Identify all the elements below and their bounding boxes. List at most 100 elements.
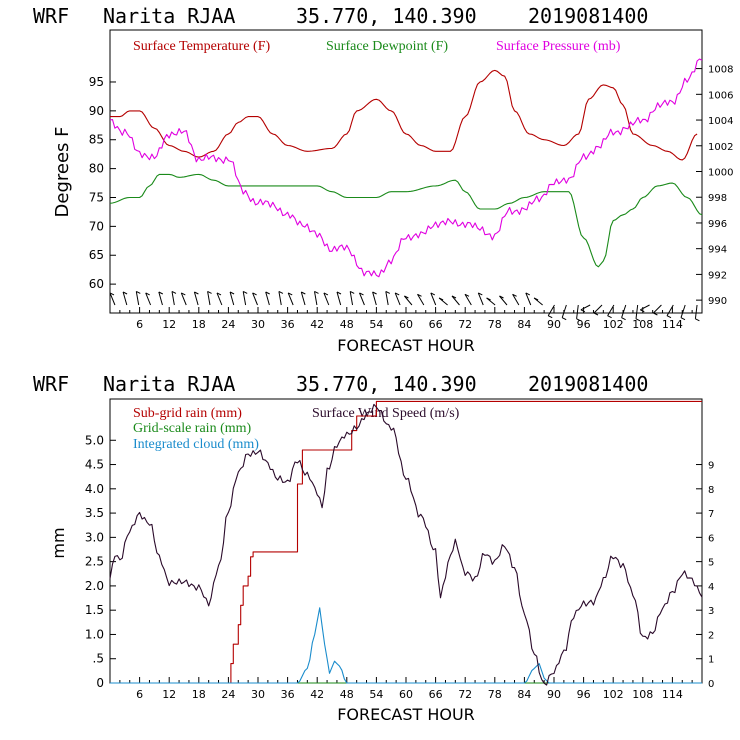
x-tick-label: 48 xyxy=(340,318,354,331)
panel1-model: WRF xyxy=(33,4,69,28)
wind-barb-flag xyxy=(580,309,586,313)
x-tick-label: 36 xyxy=(281,318,295,331)
x-tick-label: 108 xyxy=(632,318,653,331)
panel2-series xyxy=(109,400,703,686)
right-tick-label: 9 xyxy=(708,461,714,472)
panel2-left-ticks: 0 .5 1.0 1.5 2.0 2.5 3.0 3.5 4.0 4.5 5.0 xyxy=(85,433,116,690)
x-tick-label: 36 xyxy=(281,688,295,701)
panel1-x-label: FORECAST HOUR xyxy=(337,336,475,355)
panel-precipitation: WRF Narita RJAA 35.770, 140.390 20190814… xyxy=(33,372,714,724)
right-tick-label: 5 xyxy=(708,558,714,569)
panel1-init: 2019081400 xyxy=(528,4,648,28)
left-tick-label: 2.5 xyxy=(85,555,104,569)
legend-temperature: Surface Temperature (F) xyxy=(133,39,270,54)
wind-barb-flag xyxy=(547,315,553,319)
right-tick-label: 0 xyxy=(708,679,714,690)
wind-barb xyxy=(561,304,567,318)
wind-barb xyxy=(694,304,698,319)
wind-barb-flag xyxy=(512,293,517,297)
x-tick-label: 96 xyxy=(577,688,591,701)
x-tick-label: 108 xyxy=(632,688,653,701)
wind-barb xyxy=(193,291,199,306)
wind-barb xyxy=(265,291,270,306)
wind-barb-flag xyxy=(593,312,599,316)
left-tick-label: 5.0 xyxy=(85,433,104,447)
wind-barb xyxy=(109,292,116,306)
panel1-x-ticks: 6 12 18 24 30 36 42 48 54 60 66 72 78 84 90 96 102 108 114 xyxy=(119,307,693,331)
x-tick-label: 30 xyxy=(251,318,265,331)
wind-barb-flag xyxy=(499,295,504,299)
legend-gridscale-rain: Grid-scale rain (mm) xyxy=(133,421,252,436)
x-tick-label: 30 xyxy=(251,688,265,701)
wind-barb xyxy=(394,292,401,306)
panel2-init: 2019081400 xyxy=(528,372,648,396)
wind-barb-flag xyxy=(621,317,626,321)
x-tick-label: 24 xyxy=(221,688,235,701)
right-tick-label: 992 xyxy=(708,270,727,281)
wind-barb xyxy=(680,304,686,318)
wind-barb-flag xyxy=(252,292,257,296)
x-tick-label: 84 xyxy=(517,688,531,701)
panel2-coords: 35.770, 140.390 xyxy=(296,372,477,396)
left-tick-label: 1.0 xyxy=(85,627,104,641)
wind-barb-flag xyxy=(171,290,177,294)
wind-barb xyxy=(158,291,163,306)
integrated-cloud-line xyxy=(110,607,702,684)
right-tick-label: 1004 xyxy=(708,116,733,127)
wind-barb-flag xyxy=(216,292,222,296)
wind-barb-flag xyxy=(145,292,150,296)
wind-barb-flag xyxy=(640,309,645,313)
right-tick-label: 1008 xyxy=(708,65,733,76)
wind-barb xyxy=(229,291,235,306)
legend-pressure: Surface Pressure (mb) xyxy=(496,39,621,54)
wind-barb-flag xyxy=(464,293,470,297)
x-tick-label: 12 xyxy=(162,318,176,331)
wind-barb-flag xyxy=(265,291,270,295)
wind-barb xyxy=(287,292,294,306)
wind-barb xyxy=(314,291,318,306)
x-tick-label: 42 xyxy=(310,688,324,701)
left-tick-label: 90 xyxy=(89,104,104,118)
left-tick-label: 3.0 xyxy=(85,530,104,544)
left-tick-label: 85 xyxy=(89,133,104,147)
wind-barb-flag xyxy=(607,315,612,319)
x-tick-label: 84 xyxy=(517,318,531,331)
x-tick-label: 96 xyxy=(577,318,591,331)
wind-barb-flag xyxy=(229,291,235,295)
panel1-plot-frame xyxy=(109,29,703,314)
left-tick-label: .5 xyxy=(93,652,104,666)
panel1-left-ticks: 60 65 70 75 80 85 90 95 xyxy=(89,75,116,291)
x-tick-label: 60 xyxy=(399,688,413,701)
right-tick-label: 6 xyxy=(708,533,714,544)
wind-barb xyxy=(207,291,211,306)
wind-barb xyxy=(180,292,187,306)
wind-barb-flag xyxy=(653,312,658,316)
wind-barb xyxy=(122,291,128,306)
wind-barb-flag xyxy=(486,297,491,301)
right-tick-label: 7 xyxy=(708,509,714,520)
wind-barb-flag xyxy=(404,295,409,299)
wind-barb xyxy=(323,292,330,306)
wind-barb xyxy=(359,292,365,306)
wind-barb-flag xyxy=(385,290,391,294)
dewpoint-line xyxy=(109,173,703,268)
right-tick-label: 4 xyxy=(708,582,714,593)
left-tick-label: 60 xyxy=(89,277,104,291)
wind-barb xyxy=(171,291,175,306)
wind-barb-flag xyxy=(181,292,186,296)
wind-barb xyxy=(135,291,140,306)
right-tick-label: 3 xyxy=(708,606,714,617)
panel1-right-ticks: 990 992 994 996 998 1000 1002 1004 1006 1008 xyxy=(696,65,733,307)
panel2-model: WRF xyxy=(33,372,69,396)
wind-barb xyxy=(404,295,413,306)
wind-barb-flag xyxy=(680,317,686,321)
x-tick-label: 90 xyxy=(547,318,561,331)
x-tick-label: 72 xyxy=(458,688,472,701)
wind-barb xyxy=(593,304,603,314)
panel-temperature: WRF Narita RJAA 35.770, 140.390 20190814… xyxy=(33,4,733,355)
left-tick-label: 3.5 xyxy=(85,506,104,520)
right-tick-label: 994 xyxy=(708,245,727,256)
wind-barb-flag xyxy=(349,290,355,294)
wind-barb-flag xyxy=(695,318,700,322)
legend-subgrid-rain: Sub-grid rain (mm) xyxy=(133,406,242,421)
